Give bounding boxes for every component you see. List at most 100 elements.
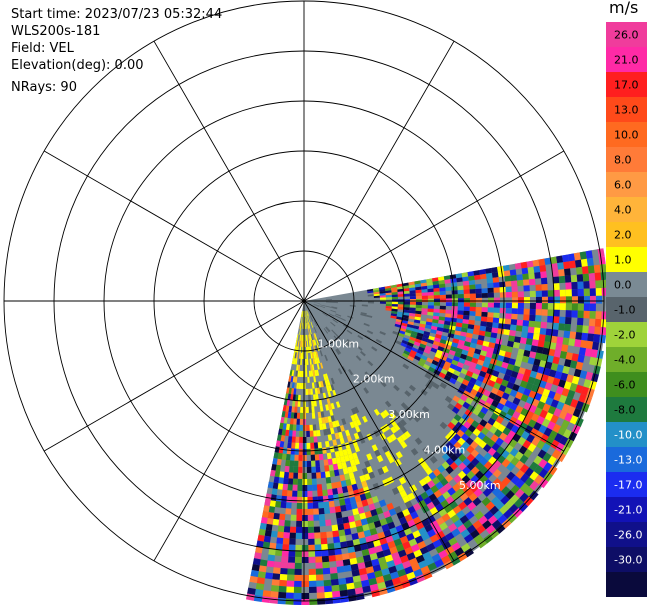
- velocity-cell: [301, 334, 303, 341]
- colorbar-segment: [606, 447, 647, 473]
- velocity-cell: [562, 365, 570, 375]
- velocity-cell: [306, 316, 309, 323]
- velocity-cell: [296, 514, 303, 521]
- velocity-cell: [386, 560, 396, 569]
- velocity-cell: [496, 402, 505, 411]
- velocity-cell: [404, 566, 414, 575]
- velocity-cell: [379, 301, 386, 304]
- velocity-cell: [308, 550, 316, 557]
- velocity-cell: [506, 471, 516, 481]
- velocity-cell: [580, 386, 589, 396]
- velocity-cell: [406, 326, 413, 331]
- velocity-cell: [431, 359, 439, 366]
- velocity-cell: [465, 355, 473, 362]
- ring-label: 4.00km: [424, 443, 466, 456]
- velocity-cell: [548, 369, 557, 378]
- velocity-cell: [406, 323, 414, 329]
- velocity-cell: [475, 307, 482, 312]
- velocity-cell: [503, 435, 513, 445]
- velocity-cell: [589, 295, 596, 304]
- velocity-cell: [562, 337, 570, 346]
- velocity-cell: [483, 443, 492, 453]
- velocity-cell: [559, 303, 566, 311]
- colorbar-segment: [606, 122, 647, 148]
- velocity-cell: [289, 424, 294, 431]
- velocity-cell: [298, 448, 303, 455]
- velocity-cell: [550, 439, 560, 450]
- velocity-cell: [445, 294, 452, 299]
- velocity-cell: [372, 287, 380, 291]
- velocity-cell: [302, 424, 307, 431]
- velocity-cell: [298, 352, 301, 359]
- velocity-cell: [508, 438, 518, 448]
- velocity-cell: [300, 358, 302, 365]
- velocity-cell: [337, 368, 343, 375]
- velocity-cell: [341, 553, 350, 561]
- velocity-cell: [354, 519, 363, 528]
- velocity-cell: [346, 447, 353, 455]
- velocity-cell: [404, 390, 412, 397]
- velocity-cell: [582, 325, 589, 334]
- velocity-cell: [503, 374, 511, 382]
- velocity-cell: [289, 532, 296, 539]
- velocity-cell: [522, 320, 530, 327]
- velocity-cell: [299, 424, 303, 431]
- velocity-cell: [427, 305, 434, 309]
- velocity-cell: [346, 540, 354, 548]
- velocity-cell: [276, 537, 284, 545]
- velocity-cell: [419, 320, 427, 325]
- velocity-cell: [304, 322, 306, 329]
- velocity-cell: [561, 419, 570, 430]
- velocity-cell: [339, 589, 349, 597]
- velocity-cell: [580, 339, 588, 349]
- velocity-cell: [362, 524, 370, 532]
- velocity-cell: [352, 575, 362, 583]
- velocity-cell: [333, 536, 341, 544]
- velocity-cell: [271, 463, 277, 471]
- velocity-cell: [371, 558, 380, 567]
- velocity-cell: [440, 477, 449, 487]
- velocity-cell: [391, 289, 398, 293]
- velocity-cell: [468, 280, 476, 286]
- velocity-cell: [409, 287, 416, 291]
- velocity-cell: [381, 523, 390, 532]
- velocity-cell: [487, 379, 496, 388]
- velocity-cell: [308, 322, 311, 329]
- velocity-cell: [334, 451, 340, 458]
- velocity-cell: [477, 411, 486, 420]
- velocity-cell: [462, 280, 470, 286]
- velocity-cell: [245, 593, 255, 601]
- velocity-cell: [462, 466, 471, 476]
- velocity-cell: [421, 462, 430, 471]
- velocity-cell: [360, 313, 367, 317]
- velocity-cell: [348, 472, 355, 480]
- colorbar-segment: [606, 497, 647, 523]
- velocity-cell: [310, 460, 316, 467]
- velocity-cell: [518, 445, 528, 455]
- velocity-cell: [336, 348, 342, 355]
- velocity-cell: [283, 399, 288, 406]
- velocity-cell: [361, 304, 368, 307]
- velocity-cell: [364, 560, 373, 568]
- velocity-cell: [487, 515, 498, 525]
- velocity-cell: [315, 345, 319, 352]
- velocity-cell: [305, 310, 307, 317]
- velocity-cell: [363, 322, 370, 327]
- velocity-cell: [270, 591, 279, 598]
- velocity-cell: [310, 370, 314, 377]
- velocity-cell: [425, 382, 433, 390]
- azimuth-spoke: [153, 300, 305, 562]
- velocity-cell: [284, 411, 289, 418]
- velocity-cell: [457, 470, 467, 480]
- velocity-cell: [575, 266, 583, 275]
- velocity-cell: [475, 283, 482, 290]
- velocity-cell: [510, 456, 520, 466]
- velocity-cell: [331, 306, 338, 309]
- velocity-cell: [389, 546, 398, 555]
- velocity-cell: [324, 416, 329, 424]
- velocity-cell: [522, 439, 532, 449]
- velocity-cell: [397, 306, 404, 310]
- velocity-cell: [487, 307, 494, 313]
- velocity-cell: [473, 488, 483, 498]
- velocity-cell: [352, 439, 358, 447]
